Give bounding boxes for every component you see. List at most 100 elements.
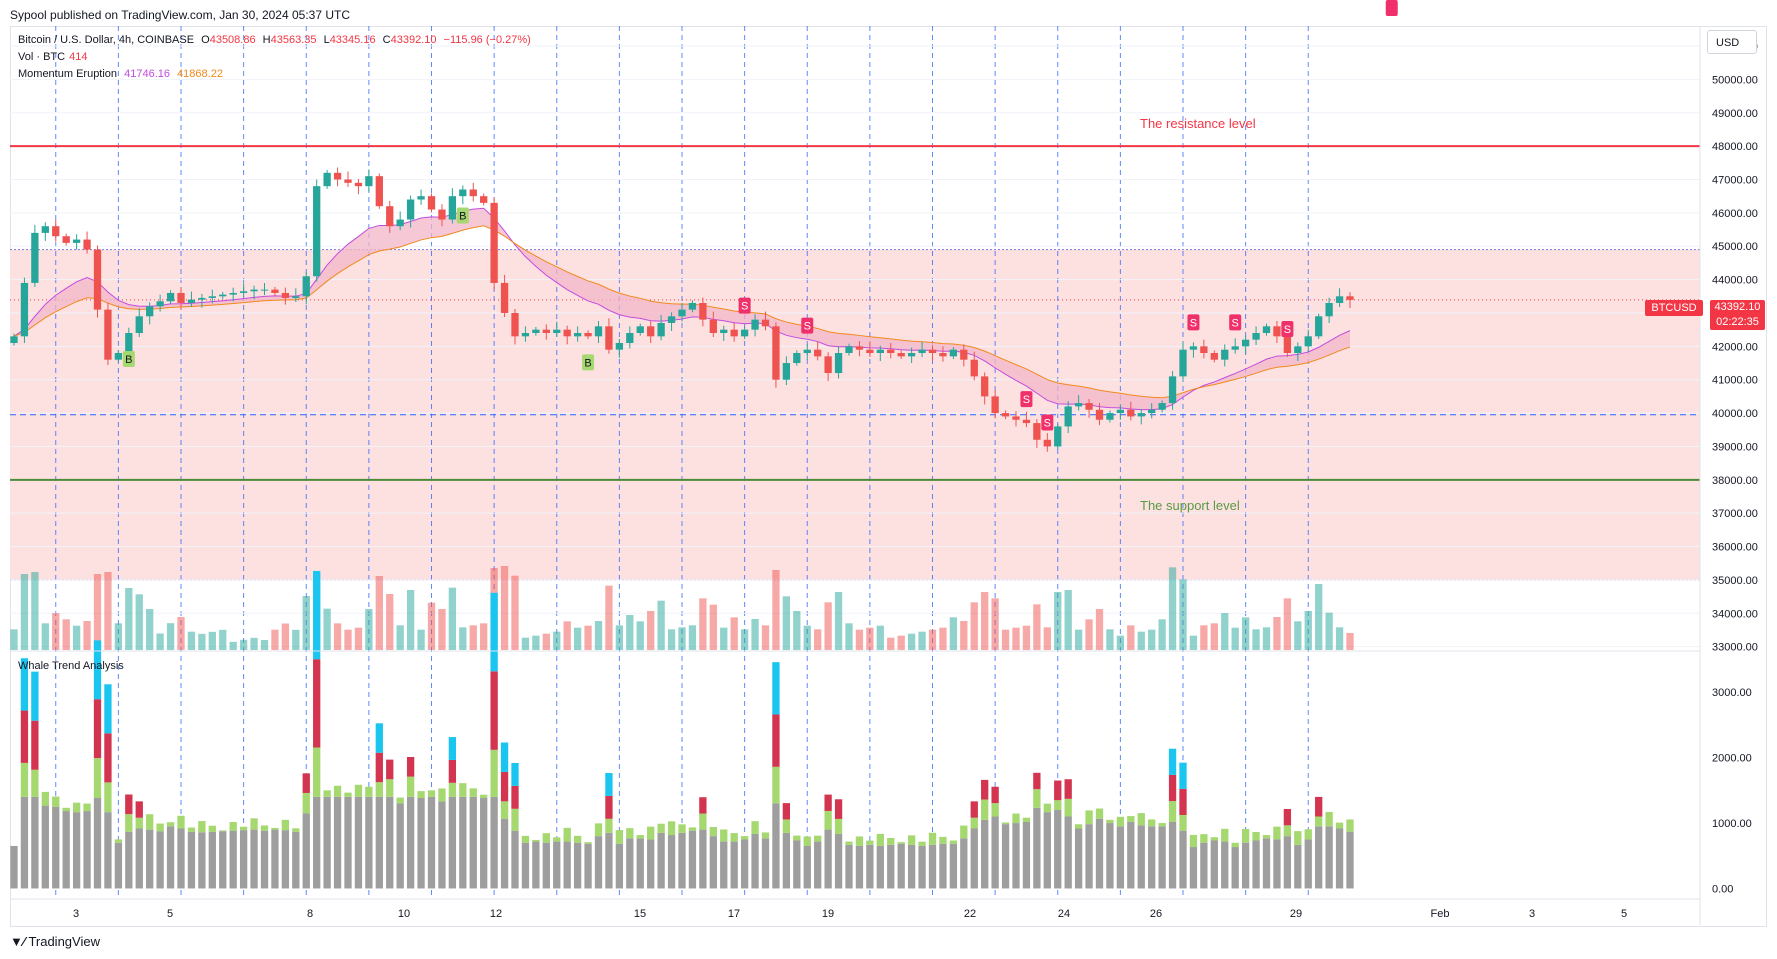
whale-base-bar (1116, 826, 1125, 889)
volume-bar (688, 625, 697, 650)
whale-green-bar (250, 818, 258, 830)
candle-body (1043, 439, 1051, 447)
whale-green-bar (239, 826, 248, 831)
candle-body (793, 353, 801, 364)
whale-red-bar (500, 771, 509, 802)
volume-bar (511, 575, 519, 650)
tradingview-logo[interactable]: ▼∕ TradingView (10, 934, 100, 949)
whale-green-bar (281, 819, 290, 831)
whale-base-bar (125, 831, 133, 889)
whale-red-bar (1283, 808, 1292, 826)
whale-base-bar (981, 819, 989, 889)
volume-bar (386, 594, 394, 650)
candle-body (1189, 346, 1198, 350)
candle-body (553, 329, 561, 333)
candle-body (41, 226, 49, 233)
whale-base-bar (1054, 809, 1062, 889)
volume-bar (1116, 635, 1125, 650)
whale-green-bar (41, 791, 49, 806)
candle-body (521, 332, 530, 337)
currency-selector[interactable]: USD (1707, 30, 1757, 54)
candle-body (72, 239, 81, 243)
candle-body (1231, 346, 1239, 350)
buy-signal: B (122, 350, 135, 367)
whale-cyan-bar (1168, 748, 1177, 775)
volume-bar (876, 625, 884, 650)
buy-signal: B (456, 207, 469, 224)
whale-green-bar (1074, 824, 1083, 829)
candle-body (887, 349, 895, 354)
volume-bar (417, 629, 425, 650)
whale-green-bar (260, 825, 269, 831)
whale-green-bar (386, 779, 394, 797)
whale-green-bar (1231, 842, 1239, 848)
whale-base-bar (1179, 830, 1187, 889)
candle-body (166, 292, 175, 302)
whale-green-bar (1273, 826, 1281, 840)
whale-green-bar (187, 827, 196, 832)
whale-base-bar (636, 838, 644, 889)
high-value: 43563.35 (270, 34, 317, 46)
whale-cyan-bar (313, 570, 321, 660)
whale-green-bar (1262, 835, 1271, 839)
whale-green-bar (803, 836, 811, 846)
signal-box (1041, 414, 1054, 431)
whale-green-bar (897, 842, 905, 844)
whale-green-bar (1168, 801, 1177, 822)
sell-signal: S (1187, 314, 1200, 331)
volume-bar (1033, 604, 1041, 650)
volume-bar (1137, 631, 1145, 650)
whale-green-bar (1054, 800, 1062, 810)
whale-base-bar (1001, 824, 1010, 889)
candle-body (125, 332, 133, 354)
whale-base-bar (699, 829, 707, 889)
time-tick-label: 3 (73, 908, 79, 920)
candle-body (292, 296, 300, 298)
signal-label: S (804, 321, 811, 333)
volume-bar (31, 572, 39, 650)
signal-label: B (125, 354, 132, 366)
candle-body (1012, 416, 1020, 420)
volume-bar (1168, 567, 1177, 650)
candle-body (1064, 406, 1072, 427)
candle-body (594, 326, 603, 337)
volume-bar (72, 625, 81, 650)
candle-body (688, 302, 697, 310)
sell-signal: S (1020, 391, 1033, 408)
candle-body (657, 322, 665, 337)
whale-base-bar (532, 841, 540, 889)
whale-green-bar (751, 821, 759, 834)
whale-base-bar (229, 830, 237, 889)
candle-body (1210, 353, 1218, 360)
candle-body (845, 346, 853, 354)
whale-red-bar (104, 733, 112, 783)
signal-box (1229, 314, 1242, 331)
candle-body (563, 329, 571, 337)
candle-body (1273, 326, 1281, 337)
volume-bar (1200, 625, 1208, 650)
whale-green-bar (302, 792, 310, 814)
whale-green-bar (1189, 834, 1198, 848)
volume-bar (448, 587, 457, 650)
whale-green-bar (114, 839, 123, 843)
whale-base-bar (406, 796, 415, 889)
time-tick-label: 26 (1150, 908, 1162, 920)
whale-green-bar (991, 803, 999, 817)
price-tick-label: 42000.00 (1712, 341, 1758, 353)
whale-green-bar (845, 841, 853, 845)
whale-cyan-bar (20, 658, 29, 711)
whale-cyan-bar (511, 762, 519, 786)
volume-bar (740, 629, 749, 650)
whale-green-bar (198, 821, 206, 833)
time-tick-label: 15 (634, 908, 646, 920)
volume-bar (323, 608, 331, 650)
signal-label: S (1023, 394, 1030, 406)
candle-body (1294, 346, 1302, 354)
whale-red-bar (386, 759, 394, 780)
candle-body (740, 329, 749, 337)
candle-body (313, 186, 321, 277)
candle-body (52, 226, 60, 237)
whale-red-bar (824, 794, 832, 811)
volume-bar (20, 574, 29, 650)
